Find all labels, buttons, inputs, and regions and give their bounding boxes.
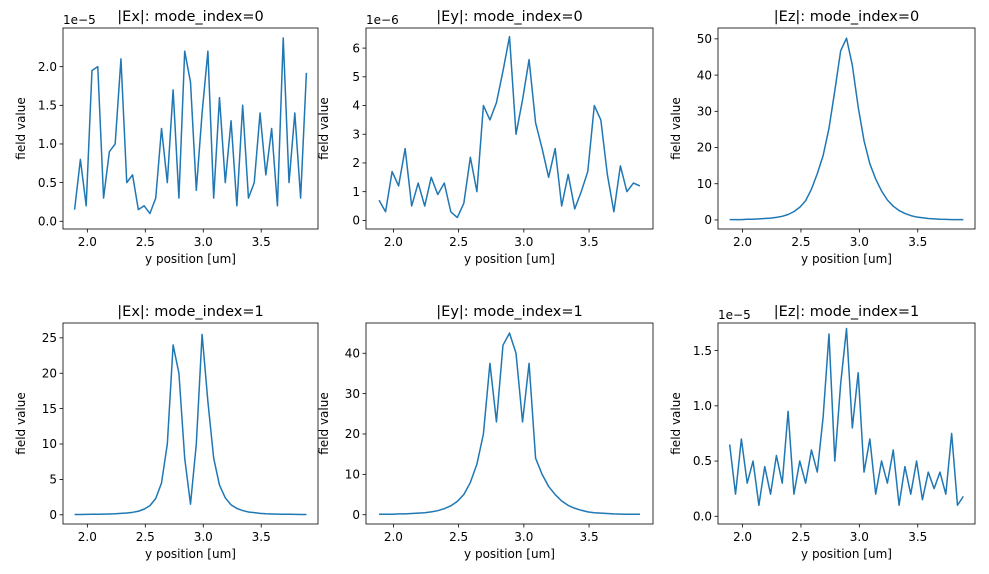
subplot-title: |Ez|: mode_index=1 [774, 304, 919, 320]
y-tick-label: 10 [345, 468, 360, 482]
subplot-title: |Ey|: mode_index=1 [436, 304, 582, 320]
y-tick-label: 0.5 [38, 176, 57, 190]
x-tick-label: 3.5 [580, 235, 599, 249]
y-tick-label: 5 [49, 473, 57, 487]
x-tick-label: 3.0 [850, 530, 869, 544]
y-tick-label: 40 [697, 68, 712, 82]
y-scale-label: 1e−6 [366, 13, 399, 27]
x-tick-label: 3.0 [850, 235, 869, 249]
y-axis-label: field value [669, 97, 683, 159]
plot-frame [365, 322, 654, 525]
x-tick-label: 2.0 [78, 530, 97, 544]
data-line [379, 332, 640, 516]
data-line [73, 37, 308, 215]
x-tick-label: 2.5 [136, 235, 155, 249]
y-tick-label: 1.5 [693, 344, 712, 358]
x-axis-label: y position [um] [464, 252, 555, 266]
x-tick-label: 2.0 [384, 235, 403, 249]
y-tick-label: 10 [697, 177, 712, 191]
y-tick-label: 4 [352, 99, 360, 113]
y-tick-label: 0.0 [693, 509, 712, 523]
y-tick-label: 20 [697, 141, 712, 155]
x-tick-label: 3.5 [908, 530, 927, 544]
x-axis-label: y position [um] [145, 547, 236, 561]
y-tick-label: 0 [49, 508, 57, 522]
y-axis-label: field value [14, 392, 28, 454]
x-axis-label: y position [um] [464, 547, 555, 561]
y-tick-label: 20 [42, 366, 57, 380]
y-tick-label: 0.5 [693, 454, 712, 468]
y-tick-label: 25 [42, 331, 57, 345]
x-tick-label: 2.5 [791, 235, 810, 249]
subplot-title: |Ez|: mode_index=0 [774, 9, 919, 25]
y-scale-label: 1e−5 [718, 308, 751, 322]
x-tick-label: 3.0 [194, 530, 213, 544]
y-tick-label: 0.0 [38, 214, 57, 228]
x-tick-label: 3.5 [252, 530, 271, 544]
y-tick-label: 1.5 [38, 99, 57, 113]
y-tick-label: 6 [352, 41, 360, 55]
x-tick-label: 2.5 [791, 530, 810, 544]
y-axis-label: field value [317, 392, 331, 454]
y-tick-label: 50 [697, 32, 712, 46]
y-axis-label: field value [317, 97, 331, 159]
y-tick-label: 10 [42, 437, 57, 451]
y-tick-label: 15 [42, 402, 57, 416]
data-line [729, 37, 964, 221]
plot-frame [717, 322, 976, 525]
y-tick-label: 30 [697, 104, 712, 118]
x-tick-label: 2.0 [78, 235, 97, 249]
x-axis-label: y position [um] [145, 252, 236, 266]
x-tick-label: 2.0 [733, 235, 752, 249]
y-tick-label: 1.0 [693, 399, 712, 413]
y-tick-label: 0 [352, 508, 360, 522]
y-scale-label: 1e−5 [63, 13, 96, 27]
x-tick-label: 2.5 [449, 530, 468, 544]
plot-frame [365, 27, 654, 230]
x-tick-label: 3.5 [252, 235, 271, 249]
y-tick-label: 0 [704, 213, 712, 227]
subplot-title: |Ey|: mode_index=0 [436, 9, 582, 25]
y-tick-label: 3 [352, 127, 360, 141]
x-tick-label: 3.0 [194, 235, 213, 249]
x-axis-label: y position [um] [801, 252, 892, 266]
y-tick-label: 2 [352, 156, 360, 170]
y-axis-label: field value [669, 392, 683, 454]
y-tick-label: 5 [352, 70, 360, 84]
y-tick-label: 30 [345, 387, 360, 401]
plot-frame [62, 322, 319, 525]
y-tick-label: 0 [352, 214, 360, 228]
x-tick-label: 2.0 [384, 530, 403, 544]
y-tick-label: 2.0 [38, 60, 57, 74]
x-tick-label: 3.5 [908, 235, 927, 249]
x-axis-label: y position [um] [801, 547, 892, 561]
x-tick-label: 3.0 [514, 235, 533, 249]
plot-frame [62, 27, 319, 230]
data-line [378, 35, 641, 219]
y-axis-label: field value [14, 97, 28, 159]
y-tick-label: 20 [345, 427, 360, 441]
x-tick-label: 2.5 [449, 235, 468, 249]
data-line [74, 333, 307, 516]
data-line [728, 327, 964, 506]
x-tick-label: 2.5 [136, 530, 155, 544]
y-tick-label: 1.0 [38, 137, 57, 151]
plot-frame [717, 27, 976, 230]
x-tick-label: 3.0 [514, 530, 533, 544]
y-tick-label: 1 [352, 185, 360, 199]
subplot-title: |Ex|: mode_index=1 [117, 304, 263, 320]
y-tick-label: 40 [345, 346, 360, 360]
x-tick-label: 3.5 [580, 530, 599, 544]
x-tick-label: 2.0 [733, 530, 752, 544]
subplot-title: |Ex|: mode_index=0 [117, 9, 263, 25]
